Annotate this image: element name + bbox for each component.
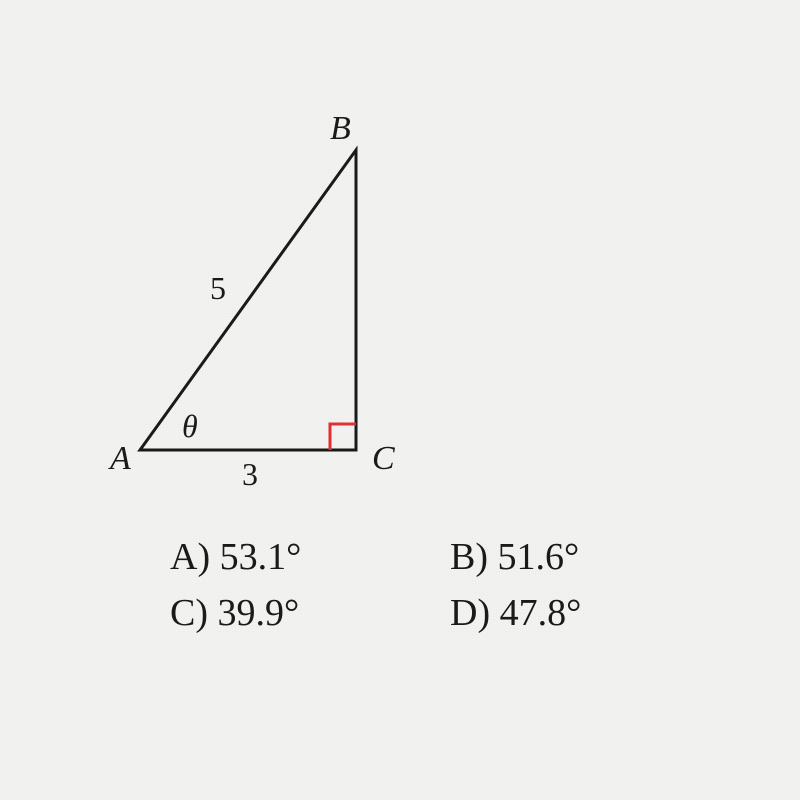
vertex-b-label: B <box>330 110 351 148</box>
answer-choices: A) 53.1° B) 51.6° C) 39.9° D) 47.8° <box>170 535 730 635</box>
answer-option-b: B) 51.6° <box>450 535 730 579</box>
right-angle-marker <box>330 424 356 450</box>
side-ac-label: 3 <box>242 456 258 493</box>
triangle-shape <box>140 150 356 450</box>
answer-d-letter: D) <box>450 591 490 635</box>
vertex-c-label: C <box>372 440 395 478</box>
answer-c-letter: C) <box>170 591 208 635</box>
answer-a-value: 53.1° <box>220 536 302 578</box>
vertex-a-label: A <box>110 440 131 478</box>
answer-a-letter: A) <box>170 535 210 579</box>
answer-b-value: 51.6° <box>498 536 580 578</box>
answer-option-a: A) 53.1° <box>170 535 450 579</box>
triangle-diagram: A B C 5 3 θ <box>120 130 420 490</box>
triangle-svg <box>120 130 420 490</box>
angle-theta-label: θ <box>182 408 198 445</box>
answer-b-letter: B) <box>450 535 488 579</box>
answer-option-c: C) 39.9° <box>170 591 450 635</box>
side-ab-label: 5 <box>210 270 226 307</box>
answer-option-d: D) 47.8° <box>450 591 730 635</box>
answer-c-value: 39.9° <box>218 592 300 634</box>
answer-d-value: 47.8° <box>500 592 582 634</box>
